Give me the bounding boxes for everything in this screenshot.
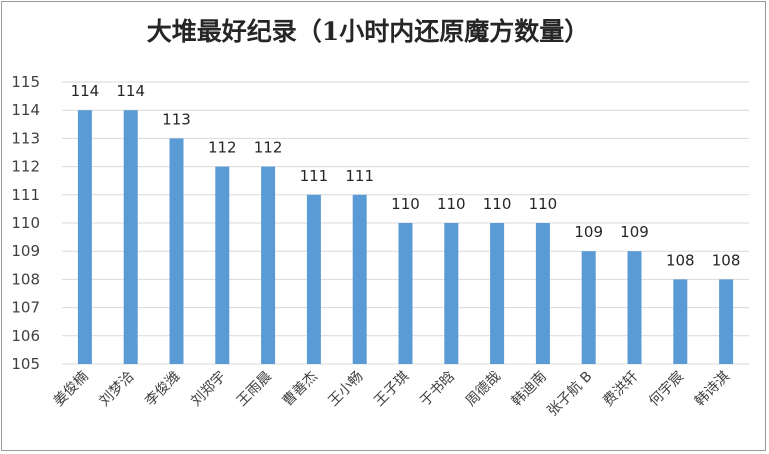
bar bbox=[490, 223, 505, 364]
bar bbox=[306, 194, 321, 364]
y-tick-label: 109 bbox=[11, 242, 40, 260]
data-label: 109 bbox=[574, 223, 603, 241]
x-tick-label: 费洪轩 bbox=[600, 369, 641, 410]
bar bbox=[719, 279, 734, 364]
x-tick-label: 韩迪南 bbox=[509, 369, 550, 410]
x-tick-label: 王雨晨 bbox=[234, 369, 275, 410]
bar bbox=[77, 110, 92, 364]
data-label: 112 bbox=[208, 139, 237, 157]
data-label: 108 bbox=[712, 251, 741, 269]
bar bbox=[673, 279, 688, 364]
bar bbox=[581, 251, 596, 364]
data-label: 114 bbox=[116, 82, 145, 100]
bar bbox=[261, 166, 276, 364]
bar bbox=[627, 251, 642, 364]
y-tick-label: 107 bbox=[11, 299, 40, 317]
bar bbox=[352, 194, 367, 364]
data-label: 108 bbox=[666, 251, 695, 269]
y-axis-ticks: 105 106 107 108 109 110 111 112 113 114 115 bbox=[11, 73, 40, 373]
x-tick-label: 王子琪 bbox=[371, 369, 412, 410]
data-label: 112 bbox=[254, 139, 283, 157]
data-label: 114 bbox=[71, 82, 100, 100]
bar bbox=[398, 223, 413, 364]
x-tick-label: 周德哉 bbox=[463, 369, 504, 410]
bar bbox=[123, 110, 138, 364]
x-tick-label: 刘郑宇 bbox=[188, 369, 229, 410]
x-tick-label: 于书晗 bbox=[416, 368, 458, 410]
data-label: 109 bbox=[620, 223, 649, 241]
chart-title: 大堆最好纪录（1小时内还原魔方数量） bbox=[147, 17, 589, 46]
bars bbox=[77, 110, 734, 364]
y-tick-label: 113 bbox=[11, 129, 40, 147]
data-label: 110 bbox=[437, 195, 466, 213]
x-tick-label: 姜俊楠 bbox=[51, 369, 92, 410]
data-label: 110 bbox=[529, 195, 558, 213]
data-label: 111 bbox=[345, 167, 374, 185]
y-tick-label: 114 bbox=[11, 101, 40, 119]
y-tick-label: 112 bbox=[11, 158, 40, 176]
data-label: 113 bbox=[162, 110, 191, 128]
x-tick-label: 曹善杰 bbox=[280, 369, 321, 410]
y-tick-label: 110 bbox=[11, 214, 40, 232]
data-label: 110 bbox=[391, 195, 420, 213]
x-tick-label: 何宇宸 bbox=[645, 368, 687, 410]
y-tick-label: 111 bbox=[11, 186, 40, 204]
bar bbox=[169, 138, 184, 364]
x-tick-label: 张子航 B bbox=[545, 369, 596, 420]
y-tick-label: 106 bbox=[11, 327, 40, 345]
data-label: 110 bbox=[483, 195, 512, 213]
x-tick-label: 韩诗淇 bbox=[692, 369, 733, 410]
y-tick-label: 108 bbox=[11, 270, 40, 288]
data-labels: 114 114 113 112 112 111 111 110 110 110 110 109 109 1… bbox=[71, 82, 741, 269]
data-label: 111 bbox=[300, 167, 329, 185]
bar bbox=[444, 223, 459, 364]
y-tick-label: 115 bbox=[11, 73, 40, 91]
y-tick-label: 105 bbox=[11, 355, 40, 373]
x-tick-label: 刘梦洽 bbox=[97, 369, 138, 410]
x-tick-label: 李俊潍 bbox=[142, 369, 183, 410]
bar bbox=[535, 223, 550, 364]
bar bbox=[215, 166, 230, 364]
x-tick-label: 王小畅 bbox=[326, 369, 367, 410]
